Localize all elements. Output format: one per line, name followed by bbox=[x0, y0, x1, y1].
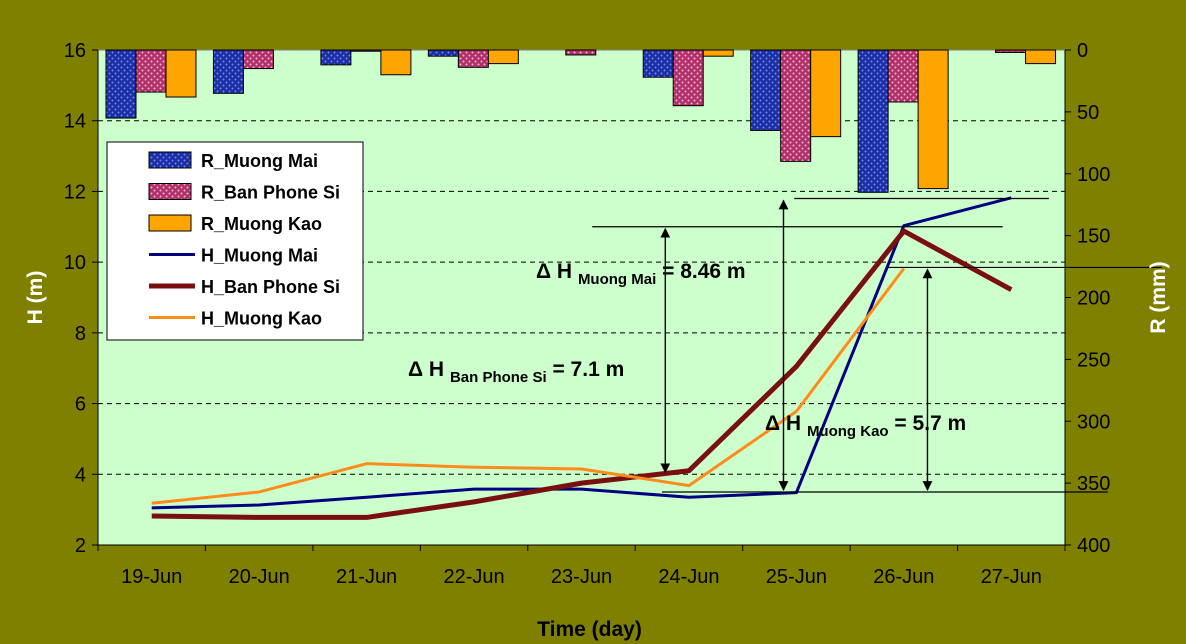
line-h-muong-kao bbox=[151, 267, 906, 505]
x-axis-title: Time (day) bbox=[537, 618, 642, 641]
y-tick-label-right: 350 bbox=[1077, 473, 1110, 495]
y-tick-label-left: 8 bbox=[75, 323, 86, 345]
y-tick-label-right: 250 bbox=[1077, 349, 1110, 371]
legend-label: R_Ban Phone Si bbox=[201, 183, 340, 203]
bar-r-muong-mai bbox=[857, 49, 889, 193]
delta-prefix: Δ H bbox=[765, 412, 807, 435]
bar-r-ban-phone-si bbox=[135, 49, 167, 93]
y-tick-label-right: 400 bbox=[1077, 535, 1110, 557]
bar-r-ban-phone-si bbox=[242, 49, 274, 70]
legend-label: R_Muong Mai bbox=[201, 151, 318, 171]
bar-r-muong-kao bbox=[1025, 49, 1057, 65]
legend-swatch bbox=[148, 183, 192, 200]
delta-label: Δ H Muong Kao = 5.7 m bbox=[765, 412, 966, 440]
bar-r-muong-kao bbox=[810, 49, 842, 138]
legend-swatch bbox=[148, 214, 192, 232]
x-tick-label: 24-Jun bbox=[658, 566, 719, 588]
line-h-ban-phone-si bbox=[151, 228, 1013, 520]
bar-r-ban-phone-si bbox=[350, 49, 382, 52]
delta-label: Δ H Ban Phone Si = 7.1 m bbox=[408, 358, 624, 386]
bar-layer bbox=[105, 49, 1057, 193]
y-tick-label-left: 6 bbox=[75, 394, 86, 416]
delta-value: = 8.46 m bbox=[656, 260, 745, 283]
legend-swatch bbox=[148, 151, 192, 169]
x-tick-label: 19-Jun bbox=[121, 566, 182, 588]
y-tick-label-right: 150 bbox=[1077, 226, 1110, 248]
bar-r-muong-mai bbox=[212, 49, 244, 94]
axis-titles: Time (day) H (m) R (mm) bbox=[24, 261, 1170, 641]
line-layer bbox=[151, 196, 1013, 520]
axes: 2 4 6 8 10 12 14 16 0 50 100 150 200 250 300 350 400 19-J… bbox=[64, 40, 1111, 588]
bar-r-muong-mai bbox=[105, 49, 137, 119]
legend-label: H_Muong Kao bbox=[201, 309, 322, 329]
bar-r-muong-kao bbox=[380, 49, 412, 76]
bar-r-ban-phone-si bbox=[672, 49, 704, 107]
bar-r-muong-mai bbox=[427, 49, 459, 57]
legend-label: H_Ban Phone Si bbox=[201, 277, 340, 297]
y-tick-label-left: 4 bbox=[75, 464, 86, 486]
gridlines bbox=[98, 120, 1065, 475]
legend-box bbox=[106, 141, 364, 341]
bar-r-muong-kao bbox=[165, 49, 197, 98]
bar-r-muong-mai bbox=[320, 49, 352, 66]
delta-subscript: Muong Mai bbox=[578, 271, 656, 288]
x-tick-label: 20-Jun bbox=[229, 566, 290, 588]
delta-value: = 7.1 m bbox=[547, 358, 625, 381]
bar-r-ban-phone-si bbox=[995, 49, 1027, 53]
y-tick-label-right: 300 bbox=[1077, 411, 1110, 433]
delta-prefix: Δ H bbox=[408, 358, 450, 381]
y-tick-label-right: 200 bbox=[1077, 288, 1110, 310]
y-tick-label-left: 12 bbox=[64, 181, 86, 203]
y-axis-title-left: H (m) bbox=[24, 271, 47, 325]
legend: R_Muong Mai R_Ban Phone Si R_Muong Kao H_Mu… bbox=[106, 141, 364, 341]
bar-r-muong-mai bbox=[750, 49, 782, 131]
x-tick-label: 22-Jun bbox=[443, 566, 504, 588]
bar-r-ban-phone-si bbox=[780, 49, 812, 162]
legend-label: H_Muong Mai bbox=[201, 246, 318, 266]
delta-label: Δ H Muong Mai = 8.46 m bbox=[536, 260, 746, 288]
y-tick-label-right: 100 bbox=[1077, 164, 1110, 186]
bar-r-ban-phone-si bbox=[457, 49, 489, 68]
delta-annotations: Δ H Muong Mai = 8.46 mΔ H Ban Phone Si =… bbox=[408, 197, 1162, 493]
y-tick-label-left: 2 bbox=[75, 535, 86, 557]
bar-r-muong-mai bbox=[642, 49, 674, 78]
y-tick-label-left: 10 bbox=[64, 252, 86, 274]
y-tick-label-left: 16 bbox=[64, 40, 86, 62]
bar-r-muong-kao bbox=[917, 49, 949, 190]
delta-subscript: Muong Kao bbox=[807, 423, 889, 440]
x-tick-label: 23-Jun bbox=[551, 566, 612, 588]
bar-r-ban-phone-si bbox=[887, 49, 919, 103]
y-tick-label-left: 14 bbox=[64, 111, 86, 133]
delta-subscript: Ban Phone Si bbox=[450, 369, 547, 386]
y-tick-label-right: 50 bbox=[1077, 102, 1099, 124]
y-tick-label-right: 0 bbox=[1077, 40, 1088, 62]
bar-r-ban-phone-si bbox=[565, 49, 597, 56]
bar-r-muong-kao bbox=[702, 49, 734, 57]
x-tick-label: 27-Jun bbox=[981, 566, 1042, 588]
x-tick-label: 21-Jun bbox=[336, 566, 397, 588]
legend-label: R_Muong Kao bbox=[201, 214, 322, 234]
x-tick-label: 25-Jun bbox=[766, 566, 827, 588]
bar-r-muong-kao bbox=[487, 49, 519, 65]
delta-prefix: Δ H bbox=[536, 260, 578, 283]
x-tick-label: 26-Jun bbox=[873, 566, 934, 588]
delta-value: = 5.7 m bbox=[889, 412, 967, 435]
y-axis-title-right: R (mm) bbox=[1147, 261, 1170, 333]
